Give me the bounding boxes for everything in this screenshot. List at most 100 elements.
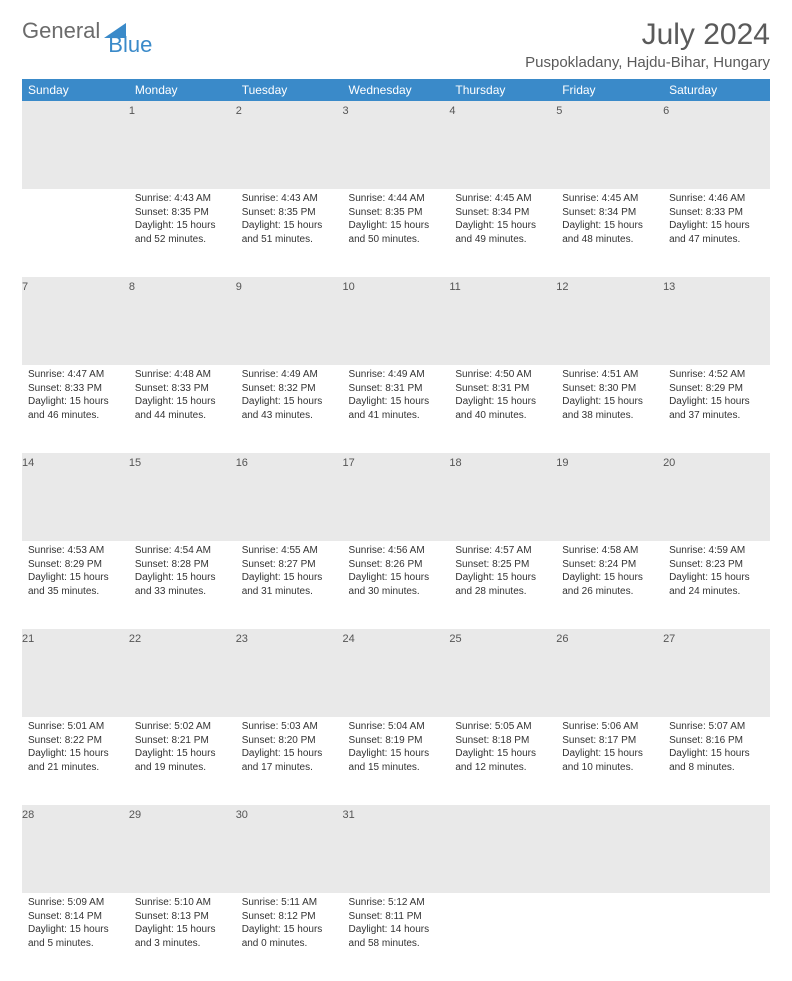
content-row: Sunrise: 4:47 AMSunset: 8:33 PMDaylight:… bbox=[22, 365, 770, 453]
daynum-cell: 23 bbox=[236, 629, 343, 717]
day-cell bbox=[556, 893, 663, 981]
logo: General Blue bbox=[22, 18, 152, 44]
day-number: 7 bbox=[22, 281, 28, 293]
daynum-cell: 8 bbox=[129, 277, 236, 365]
day-cell: Sunrise: 4:49 AMSunset: 8:32 PMDaylight:… bbox=[236, 365, 343, 453]
content-row: Sunrise: 4:53 AMSunset: 8:29 PMDaylight:… bbox=[22, 541, 770, 629]
day-number: 20 bbox=[663, 457, 675, 469]
daynum-cell: 22 bbox=[129, 629, 236, 717]
day-cell: Sunrise: 4:44 AMSunset: 8:35 PMDaylight:… bbox=[343, 189, 450, 277]
day-content: Sunrise: 4:55 AMSunset: 8:27 PMDaylight:… bbox=[236, 541, 343, 604]
day-cell: Sunrise: 4:52 AMSunset: 8:29 PMDaylight:… bbox=[663, 365, 770, 453]
daynum-cell: 28 bbox=[22, 805, 129, 893]
day-cell: Sunrise: 4:59 AMSunset: 8:23 PMDaylight:… bbox=[663, 541, 770, 629]
day-content: Sunrise: 5:01 AMSunset: 8:22 PMDaylight:… bbox=[22, 717, 129, 780]
day-content: Sunrise: 5:07 AMSunset: 8:16 PMDaylight:… bbox=[663, 717, 770, 780]
day-content bbox=[556, 893, 663, 902]
content-row: Sunrise: 4:43 AMSunset: 8:35 PMDaylight:… bbox=[22, 189, 770, 277]
day-header: Thursday bbox=[449, 79, 556, 101]
day-cell: Sunrise: 4:55 AMSunset: 8:27 PMDaylight:… bbox=[236, 541, 343, 629]
day-number: 11 bbox=[449, 281, 460, 293]
day-number: 21 bbox=[22, 633, 34, 645]
day-number: 25 bbox=[449, 633, 461, 645]
day-number: 17 bbox=[343, 457, 355, 469]
day-cell: Sunrise: 4:49 AMSunset: 8:31 PMDaylight:… bbox=[343, 365, 450, 453]
day-cell: Sunrise: 4:54 AMSunset: 8:28 PMDaylight:… bbox=[129, 541, 236, 629]
day-number: 26 bbox=[556, 633, 568, 645]
day-content: Sunrise: 5:03 AMSunset: 8:20 PMDaylight:… bbox=[236, 717, 343, 780]
day-cell: Sunrise: 4:48 AMSunset: 8:33 PMDaylight:… bbox=[129, 365, 236, 453]
day-header: Sunday bbox=[22, 79, 129, 101]
day-content: Sunrise: 4:59 AMSunset: 8:23 PMDaylight:… bbox=[663, 541, 770, 604]
day-content: Sunrise: 4:57 AMSunset: 8:25 PMDaylight:… bbox=[449, 541, 556, 604]
day-number: 9 bbox=[236, 281, 242, 293]
daynum-cell: 21 bbox=[22, 629, 129, 717]
daynum-cell bbox=[663, 805, 770, 893]
daynum-cell: 16 bbox=[236, 453, 343, 541]
day-cell: Sunrise: 5:07 AMSunset: 8:16 PMDaylight:… bbox=[663, 717, 770, 805]
daynum-cell: 7 bbox=[22, 277, 129, 365]
day-cell: Sunrise: 5:03 AMSunset: 8:20 PMDaylight:… bbox=[236, 717, 343, 805]
calendar-table: SundayMondayTuesdayWednesdayThursdayFrid… bbox=[22, 79, 770, 981]
day-cell: Sunrise: 5:06 AMSunset: 8:17 PMDaylight:… bbox=[556, 717, 663, 805]
daynum-cell: 29 bbox=[129, 805, 236, 893]
day-content: Sunrise: 5:06 AMSunset: 8:17 PMDaylight:… bbox=[556, 717, 663, 780]
day-cell: Sunrise: 4:46 AMSunset: 8:33 PMDaylight:… bbox=[663, 189, 770, 277]
day-number: 22 bbox=[129, 633, 141, 645]
day-cell bbox=[449, 893, 556, 981]
daynum-cell: 20 bbox=[663, 453, 770, 541]
day-content: Sunrise: 5:12 AMSunset: 8:11 PMDaylight:… bbox=[343, 893, 450, 956]
daynum-cell: 15 bbox=[129, 453, 236, 541]
daynum-cell: 13 bbox=[663, 277, 770, 365]
day-content: Sunrise: 4:49 AMSunset: 8:31 PMDaylight:… bbox=[343, 365, 450, 428]
day-number: 24 bbox=[343, 633, 355, 645]
day-number: 2 bbox=[236, 105, 242, 117]
content-row: Sunrise: 5:01 AMSunset: 8:22 PMDaylight:… bbox=[22, 717, 770, 805]
daynum-cell: 19 bbox=[556, 453, 663, 541]
daynum-cell: 25 bbox=[449, 629, 556, 717]
daynum-cell: 17 bbox=[343, 453, 450, 541]
day-cell: Sunrise: 4:58 AMSunset: 8:24 PMDaylight:… bbox=[556, 541, 663, 629]
day-cell: Sunrise: 4:57 AMSunset: 8:25 PMDaylight:… bbox=[449, 541, 556, 629]
daynum-cell: 26 bbox=[556, 629, 663, 717]
day-cell: Sunrise: 5:10 AMSunset: 8:13 PMDaylight:… bbox=[129, 893, 236, 981]
day-content: Sunrise: 4:43 AMSunset: 8:35 PMDaylight:… bbox=[236, 189, 343, 252]
day-cell: Sunrise: 4:43 AMSunset: 8:35 PMDaylight:… bbox=[129, 189, 236, 277]
day-content bbox=[449, 893, 556, 902]
logo-text-blue: Blue bbox=[108, 32, 152, 58]
day-number: 14 bbox=[22, 457, 34, 469]
day-content: Sunrise: 4:54 AMSunset: 8:28 PMDaylight:… bbox=[129, 541, 236, 604]
month-title: July 2024 bbox=[525, 18, 770, 52]
daynum-cell: 10 bbox=[343, 277, 450, 365]
day-number: 23 bbox=[236, 633, 248, 645]
day-number: 15 bbox=[129, 457, 141, 469]
daynum-cell: 1 bbox=[129, 101, 236, 189]
daynum-cell: 31 bbox=[343, 805, 450, 893]
day-content: Sunrise: 4:47 AMSunset: 8:33 PMDaylight:… bbox=[22, 365, 129, 428]
daynum-row: 21 22 23 24 25 26 27 bbox=[22, 629, 770, 717]
day-number: 1 bbox=[129, 105, 135, 117]
day-content: Sunrise: 4:45 AMSunset: 8:34 PMDaylight:… bbox=[556, 189, 663, 252]
daynum-cell: 6 bbox=[663, 101, 770, 189]
day-cell: Sunrise: 4:51 AMSunset: 8:30 PMDaylight:… bbox=[556, 365, 663, 453]
daynum-row: 14 15 1617 18 1920 bbox=[22, 453, 770, 541]
day-cell: Sunrise: 5:04 AMSunset: 8:19 PMDaylight:… bbox=[343, 717, 450, 805]
day-header: Wednesday bbox=[343, 79, 450, 101]
day-cell: Sunrise: 4:53 AMSunset: 8:29 PMDaylight:… bbox=[22, 541, 129, 629]
day-header: Tuesday bbox=[236, 79, 343, 101]
day-number: 27 bbox=[663, 633, 675, 645]
day-cell: Sunrise: 4:43 AMSunset: 8:35 PMDaylight:… bbox=[236, 189, 343, 277]
daynum-cell: 11 bbox=[449, 277, 556, 365]
day-number: 31 bbox=[343, 809, 355, 821]
day-number: 10 bbox=[343, 281, 355, 293]
day-header: Friday bbox=[556, 79, 663, 101]
day-number: 30 bbox=[236, 809, 248, 821]
day-number: 3 bbox=[343, 105, 349, 117]
day-content: Sunrise: 4:56 AMSunset: 8:26 PMDaylight:… bbox=[343, 541, 450, 604]
day-content: Sunrise: 5:09 AMSunset: 8:14 PMDaylight:… bbox=[22, 893, 129, 956]
day-number: 18 bbox=[449, 457, 461, 469]
daynum-cell bbox=[22, 101, 129, 189]
daynum-cell: 27 bbox=[663, 629, 770, 717]
day-content: Sunrise: 4:51 AMSunset: 8:30 PMDaylight:… bbox=[556, 365, 663, 428]
day-content: Sunrise: 5:05 AMSunset: 8:18 PMDaylight:… bbox=[449, 717, 556, 780]
